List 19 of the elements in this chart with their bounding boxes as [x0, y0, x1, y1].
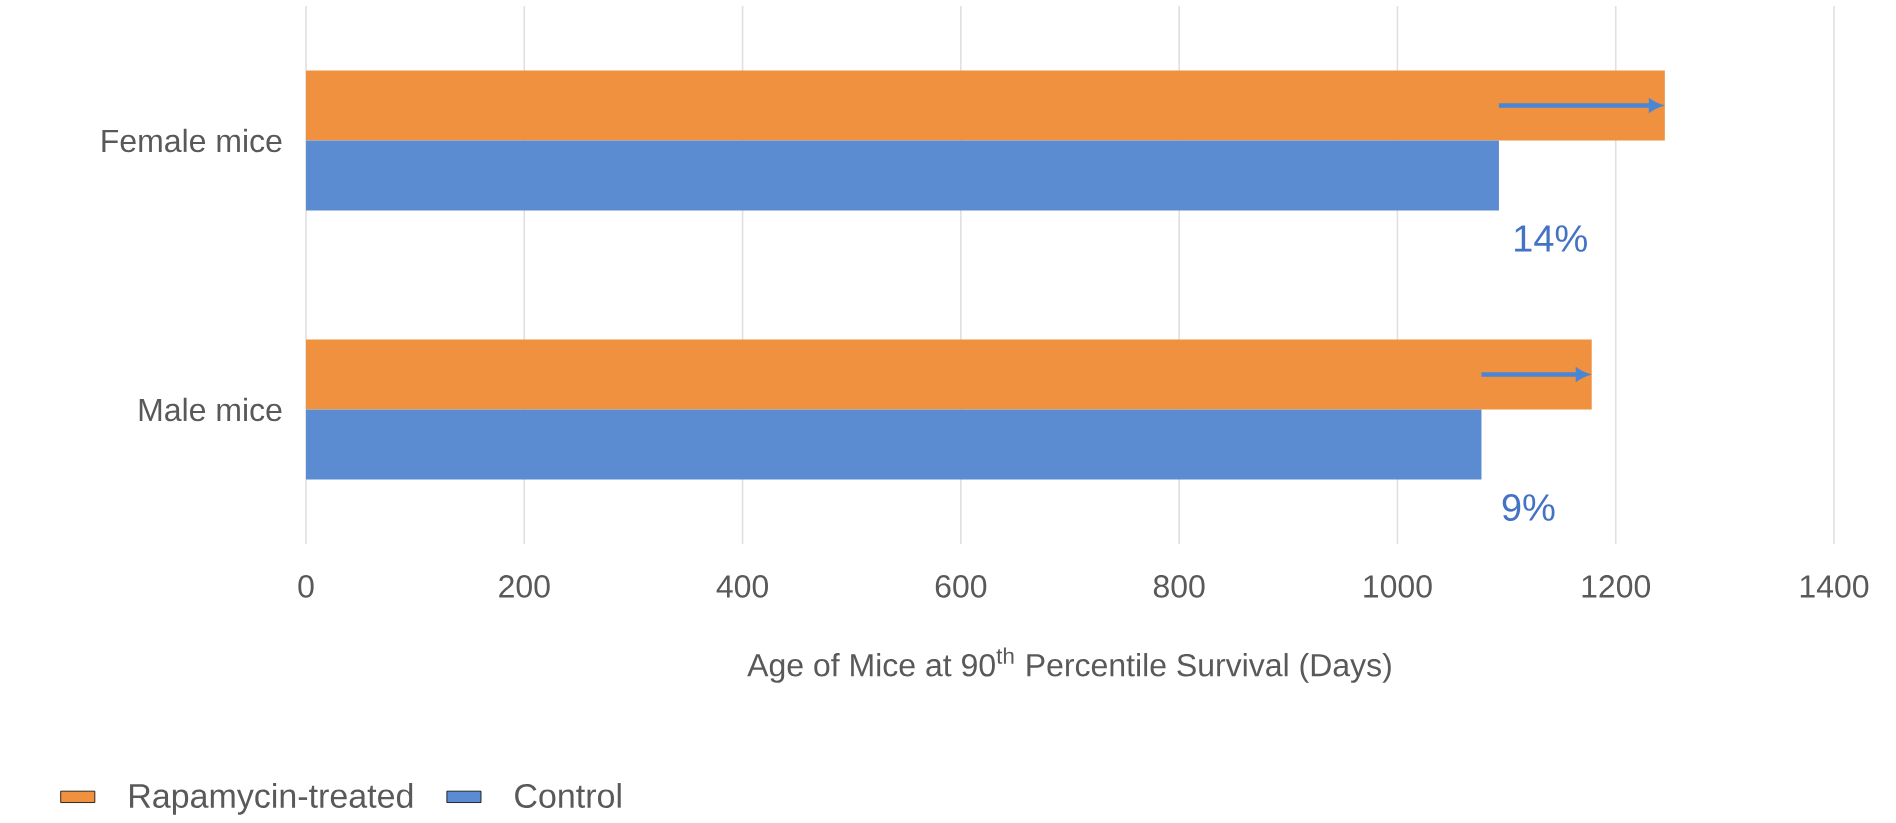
x-axis-title: Age of Mice at 90$^{th}$ Percentile Survival (Days)	[747, 647, 1391, 683]
bar	[306, 140, 1499, 211]
bar	[306, 70, 1665, 141]
x-tick-label: 600	[935, 575, 987, 598]
annotation: 9%	[1502, 494, 1555, 521]
legend-label: Control	[515, 783, 621, 809]
x-tick-label: 1400	[1800, 575, 1869, 598]
x-tick-label: 1000	[1364, 575, 1432, 598]
x-tick-label: 400	[716, 575, 768, 598]
legend-label: Rapamycin-treated	[130, 783, 413, 815]
annotation: 14%	[1515, 225, 1587, 252]
x-tick-label: 200	[499, 575, 550, 598]
bar	[306, 409, 1482, 480]
y-tick-label: Female mice	[102, 128, 282, 153]
y-tick-label: Male mice	[139, 397, 282, 422]
bar	[306, 339, 1592, 410]
x-tick-label: 0	[298, 575, 314, 598]
x-tick-label: 1200	[1582, 575, 1651, 598]
x-tick-label: 800	[1153, 575, 1205, 598]
